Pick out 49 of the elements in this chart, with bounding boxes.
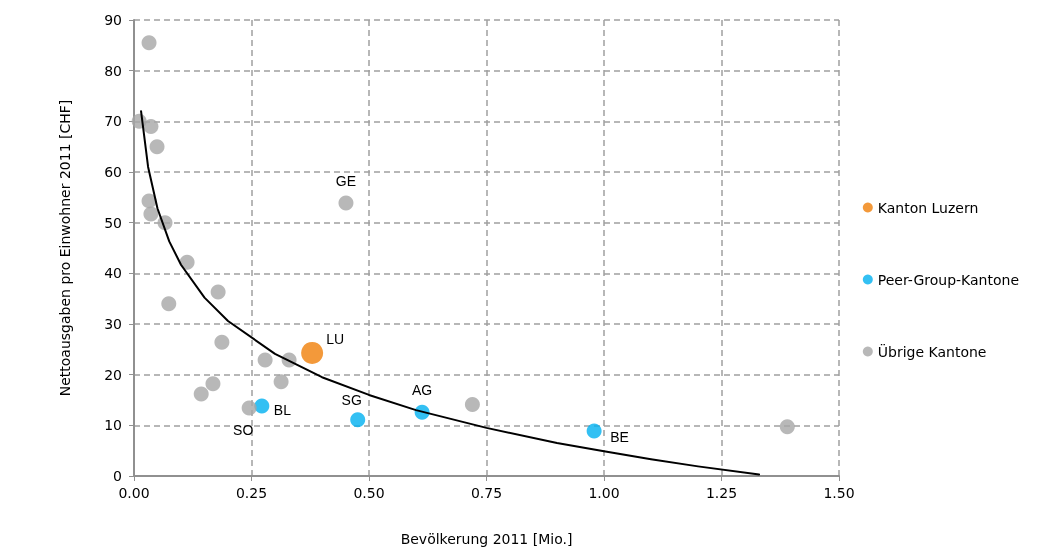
legend-label: Kanton Luzern: [877, 199, 979, 216]
point: [273, 374, 289, 390]
point: [149, 139, 165, 155]
y-tick-label: 10: [104, 417, 122, 434]
y-tick-label: 30: [104, 316, 122, 332]
y-tick-label: 60: [104, 164, 122, 180]
y-tick-label: 70: [104, 113, 122, 130]
x-tick-label: 0.25: [235, 485, 268, 501]
x-axis-title: Bevölkerung 2011 [Mio.]: [400, 531, 573, 547]
legend-label: Peer-Group-Kantone: [877, 271, 1020, 288]
point: [210, 284, 226, 300]
y-tick-label: 80: [104, 62, 122, 79]
point: [779, 419, 795, 435]
point: [141, 35, 157, 51]
point: [143, 118, 159, 134]
y-axis-title: Nettoausgaben pro Einwohner 2011 [CHF]: [57, 99, 73, 397]
point: [464, 397, 480, 413]
x-tick-label: 0.50: [353, 485, 385, 501]
annotation: AG: [411, 382, 433, 399]
point: [179, 254, 195, 270]
point: [241, 400, 257, 416]
x-tick-label: 1.00: [588, 485, 620, 501]
y-tick-label: 90: [104, 12, 122, 28]
x-tick-label: 0.75: [470, 485, 503, 501]
y-tick-label: 40: [104, 265, 122, 282]
y-tick-label: 20: [104, 366, 122, 383]
x-tick-label: 1.50: [823, 485, 855, 501]
legend-label: Übrige Kantone: [877, 342, 987, 360]
point: [214, 334, 230, 350]
point: [586, 423, 602, 439]
annotation: SG: [341, 391, 362, 408]
point: [143, 206, 159, 222]
y-tick-label: 0: [113, 468, 122, 484]
annotation: BL: [273, 402, 292, 419]
annotation: SO: [233, 422, 254, 439]
x-tick-label: 1.25: [705, 485, 738, 501]
point: [338, 195, 354, 211]
x-tick-label: 0.00: [118, 485, 150, 501]
point: [193, 386, 209, 402]
annotation: GE: [335, 172, 357, 189]
point: [257, 352, 273, 368]
point: [350, 412, 366, 428]
annotation: LU: [326, 330, 345, 347]
annotation: BE: [610, 428, 629, 445]
point: [205, 376, 221, 392]
point: [301, 341, 324, 364]
point: [161, 296, 177, 312]
y-tick-label: 50: [104, 214, 122, 231]
point: [254, 398, 270, 414]
